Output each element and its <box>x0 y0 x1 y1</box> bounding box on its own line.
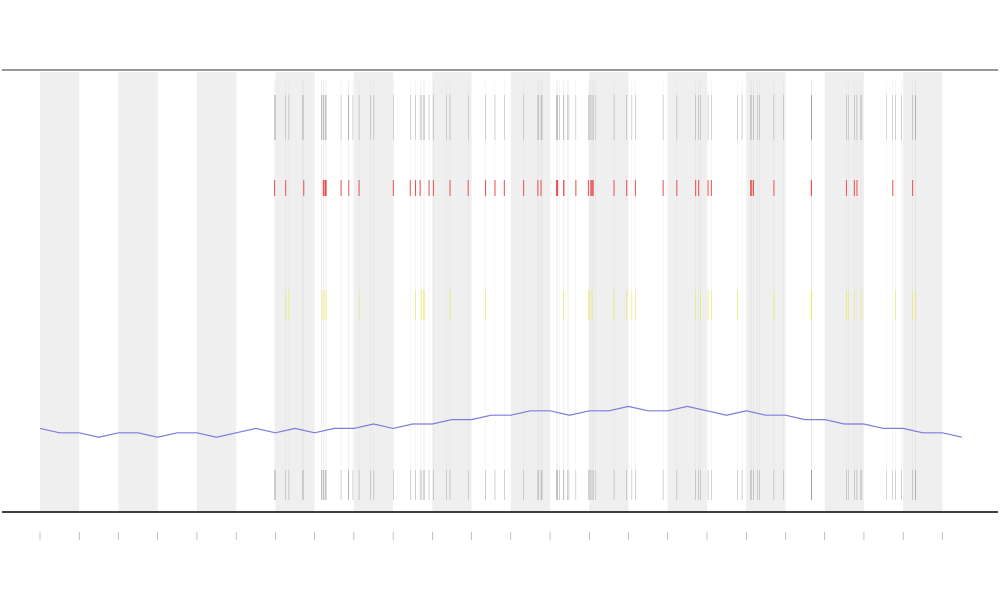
band <box>824 72 864 512</box>
line-series <box>39 405 963 438</box>
band <box>432 72 472 512</box>
band <box>510 72 551 512</box>
band <box>746 72 786 512</box>
band <box>40 72 80 512</box>
band <box>196 72 237 512</box>
band <box>667 72 707 512</box>
band <box>353 72 394 512</box>
band <box>903 72 943 512</box>
bands <box>40 72 943 512</box>
band <box>589 72 629 512</box>
plot <box>39 405 963 438</box>
band <box>275 72 315 512</box>
event-lines <box>274 80 917 500</box>
band <box>118 72 158 512</box>
